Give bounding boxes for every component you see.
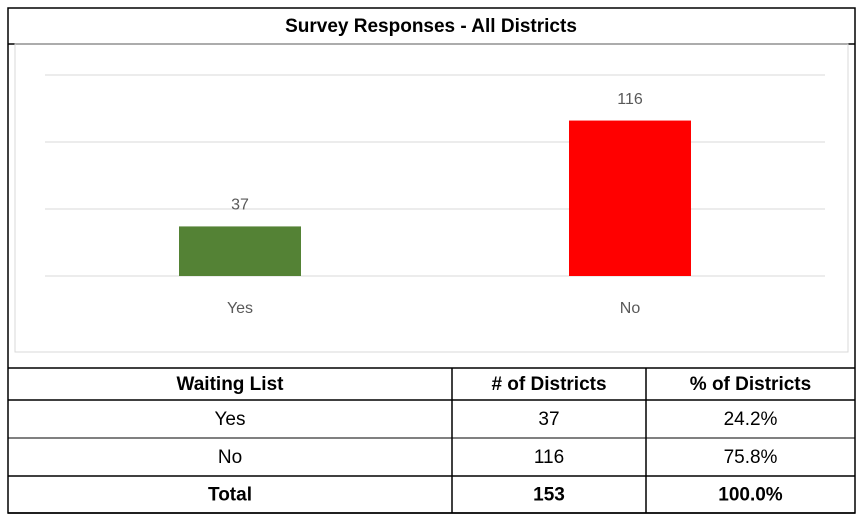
chart-title: Survey Responses - All Districts [285, 16, 577, 37]
table-cell: 100.0% [718, 485, 783, 506]
table-cell: # of Districts [491, 374, 606, 395]
table-cell: 37 [538, 409, 559, 430]
outer-border [7, 7, 856, 514]
table-cell: 75.8% [724, 447, 778, 468]
table-cell: Waiting List [177, 374, 285, 395]
chart-area [14, 43, 849, 353]
bar [569, 120, 691, 276]
bar [179, 226, 301, 276]
x-tick-label: Yes [227, 300, 253, 317]
table-cell: No [218, 447, 242, 468]
data-label: 37 [231, 197, 249, 214]
table-cell: % of Districts [690, 374, 811, 395]
table-cell: Total [208, 485, 252, 506]
table-cell: Yes [215, 409, 246, 430]
table-cell: 153 [533, 485, 565, 506]
x-tick-label: No [620, 300, 641, 317]
data-label: 116 [617, 91, 643, 108]
table-cell: 24.2% [724, 409, 778, 430]
table-cell: 116 [534, 447, 564, 468]
